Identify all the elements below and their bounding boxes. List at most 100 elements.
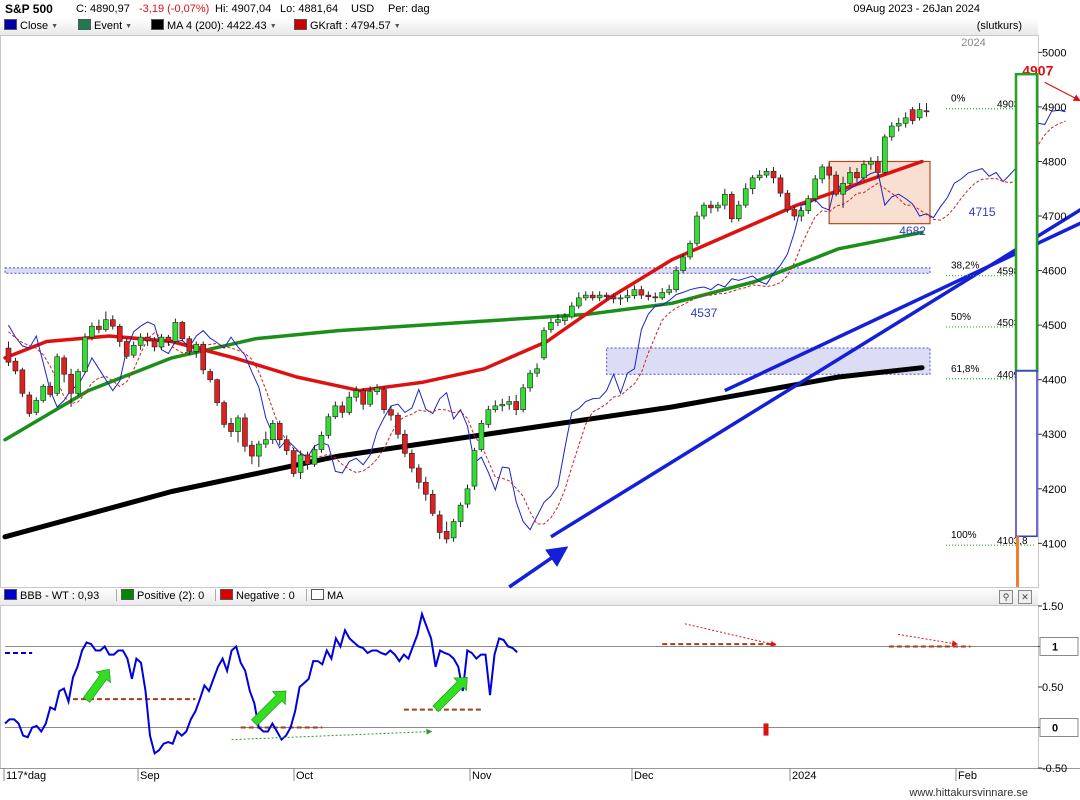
candle xyxy=(471,447,478,490)
fib-level-label: 61,8% xyxy=(951,364,979,375)
candle-body xyxy=(54,356,60,394)
candle xyxy=(144,332,151,346)
legend-item-ma[interactable]: MA 4 (200): 4422.43 ▼ xyxy=(151,18,285,35)
chevron-down-icon: ▼ xyxy=(393,23,401,30)
candle-body xyxy=(513,401,519,410)
legend-item-ma-toggle[interactable]: MA xyxy=(306,588,344,605)
legend-item-gkraft[interactable]: GKraft : 4794.57 ▼ xyxy=(294,18,409,35)
candle xyxy=(805,195,812,214)
candle-body xyxy=(5,347,12,363)
fib-level-price: 4598,1 xyxy=(997,267,1028,278)
fib-scale-orange xyxy=(1016,536,1019,587)
candle-body xyxy=(555,319,561,323)
chevron-down-icon: ▼ xyxy=(269,23,277,30)
candle-body xyxy=(144,336,151,341)
candle xyxy=(791,206,798,221)
legend-item-positive[interactable]: Positive (2): 0 xyxy=(116,588,204,605)
candle xyxy=(443,521,450,544)
candle-body xyxy=(485,409,492,425)
candle-body xyxy=(673,270,679,290)
candle-body xyxy=(443,531,450,540)
candle-body xyxy=(82,336,88,372)
legend-item-close[interactable]: Close ▼ xyxy=(4,18,66,35)
candle-body xyxy=(416,467,422,483)
moving-average-line xyxy=(2,365,925,540)
candle xyxy=(673,266,679,293)
candle-body xyxy=(19,369,26,394)
low-value: Lo: 4881,64 xyxy=(280,3,339,15)
candle-body xyxy=(777,177,784,194)
candle-body xyxy=(367,391,373,405)
candle xyxy=(450,518,457,542)
legend-item-event[interactable]: Event ▼ xyxy=(78,18,140,35)
candle-body xyxy=(137,336,144,346)
candle-body xyxy=(589,294,596,299)
candle-body xyxy=(304,454,311,465)
candle-body xyxy=(534,368,540,374)
watermark: www.hittakursvinnare.se xyxy=(909,787,1028,799)
candle xyxy=(617,294,624,305)
candle xyxy=(103,311,109,332)
candle xyxy=(715,201,721,212)
candle-body xyxy=(652,296,659,299)
candle-body xyxy=(826,166,832,176)
candle-body xyxy=(742,188,749,206)
candle xyxy=(325,413,332,439)
candle xyxy=(603,292,610,301)
candle xyxy=(923,103,930,117)
candle xyxy=(130,341,137,358)
candle xyxy=(659,288,666,301)
x-axis-label: Feb xyxy=(958,770,977,782)
close-panel-icon[interactable]: ✕ xyxy=(1018,590,1032,604)
candle-body xyxy=(402,433,408,454)
candle xyxy=(290,447,297,477)
candle-body xyxy=(847,172,853,184)
candle-body xyxy=(235,417,241,432)
separator xyxy=(215,589,216,601)
candle-body xyxy=(617,297,624,300)
candle-body xyxy=(645,294,652,298)
candle-body xyxy=(562,316,568,322)
candle-body xyxy=(506,401,513,405)
candle-body xyxy=(68,373,74,394)
candle xyxy=(840,176,846,208)
candle xyxy=(346,391,353,416)
candle-body xyxy=(332,405,339,418)
candle-body xyxy=(582,294,589,299)
candle xyxy=(165,334,172,346)
candle xyxy=(304,451,311,470)
candle xyxy=(61,355,67,383)
candle xyxy=(888,122,895,141)
y-tick-label: 4100 xyxy=(1042,538,1066,550)
fib-level-price: 4503,7 xyxy=(997,318,1028,329)
candle-body xyxy=(172,322,179,342)
candle-body xyxy=(311,449,318,465)
candle-body xyxy=(200,343,207,371)
zoom-icon[interactable]: ⚲ xyxy=(999,590,1013,604)
legend-item-bbb[interactable]: BBB - WT : 0,93 xyxy=(4,588,99,605)
candle xyxy=(402,429,408,458)
candle xyxy=(68,368,74,407)
candle-body xyxy=(297,454,304,473)
chevron-down-icon: ▼ xyxy=(51,23,59,30)
candle-body xyxy=(110,319,116,327)
candle xyxy=(562,313,568,326)
candle xyxy=(151,337,158,352)
close-value: C: 4890,97 xyxy=(76,3,130,15)
candle xyxy=(374,384,380,395)
candle-body xyxy=(457,504,464,522)
candle-body xyxy=(422,481,429,495)
ma-swatch xyxy=(151,19,164,30)
trend-line xyxy=(508,546,569,589)
candle xyxy=(395,412,401,439)
legend-item-negative[interactable]: Negative : 0 xyxy=(215,588,295,605)
candle xyxy=(19,367,26,398)
candle xyxy=(624,289,631,302)
candle xyxy=(332,401,339,419)
candle-body xyxy=(318,435,325,450)
candle-body xyxy=(360,390,366,405)
candle-body xyxy=(680,256,686,271)
candle xyxy=(833,171,839,197)
candle-body xyxy=(116,325,123,342)
